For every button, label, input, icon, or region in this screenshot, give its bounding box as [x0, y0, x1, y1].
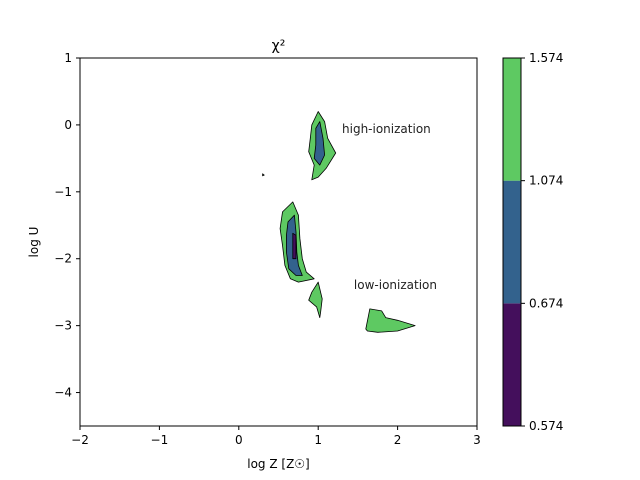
- x-tick-label: 2: [394, 433, 402, 447]
- colorbar-segment: [503, 58, 521, 181]
- colorbar-segment: [503, 180, 521, 304]
- contour-regions: [262, 111, 416, 333]
- contour-region-1: [313, 121, 326, 166]
- y-tick-label: 0: [64, 118, 72, 132]
- x-axis: −2 −1 0 1 2 3: [71, 426, 481, 447]
- y-tick-label: −2: [54, 252, 72, 266]
- chart-title: χ²: [272, 38, 286, 54]
- x-axis-label: log Z [Z☉]: [247, 457, 309, 471]
- colorbar-tick-label: 1.574: [529, 51, 563, 65]
- y-axis: 1 0 −1 −2 −3 −4: [54, 51, 80, 400]
- contour-region-6: [365, 308, 416, 333]
- colorbar: 0.574 0.674 1.074 1.574: [502, 51, 563, 433]
- y-tick-label: −1: [54, 185, 72, 199]
- colorbar-tick-label: 0.674: [529, 296, 563, 310]
- plot-frame: [79, 57, 478, 427]
- x-tick-label: 1: [314, 433, 322, 447]
- y-tick-label: 1: [64, 51, 72, 65]
- colorbar-tick-label: 1.074: [529, 174, 563, 188]
- colorbar-frame: [502, 57, 522, 427]
- y-tick-label: −3: [54, 319, 72, 333]
- colorbar-tick-label: 0.574: [529, 419, 563, 433]
- y-tick-label: −4: [54, 386, 72, 400]
- contour-region-4: [292, 232, 297, 260]
- annotation-label: high-ionization: [342, 122, 431, 136]
- annotations: high-ionization low-ionization: [342, 122, 437, 292]
- contour-region-7: [262, 173, 265, 177]
- x-tick-label: −1: [151, 433, 169, 447]
- colorbar-segment: [503, 303, 521, 426]
- x-tick-label: −2: [71, 433, 89, 447]
- contour-region-5: [308, 281, 323, 319]
- x-tick-label: 3: [473, 433, 481, 447]
- y-axis-label: log U: [27, 227, 41, 258]
- x-tick-label: 0: [235, 433, 243, 447]
- annotation-label: low-ionization: [354, 278, 437, 292]
